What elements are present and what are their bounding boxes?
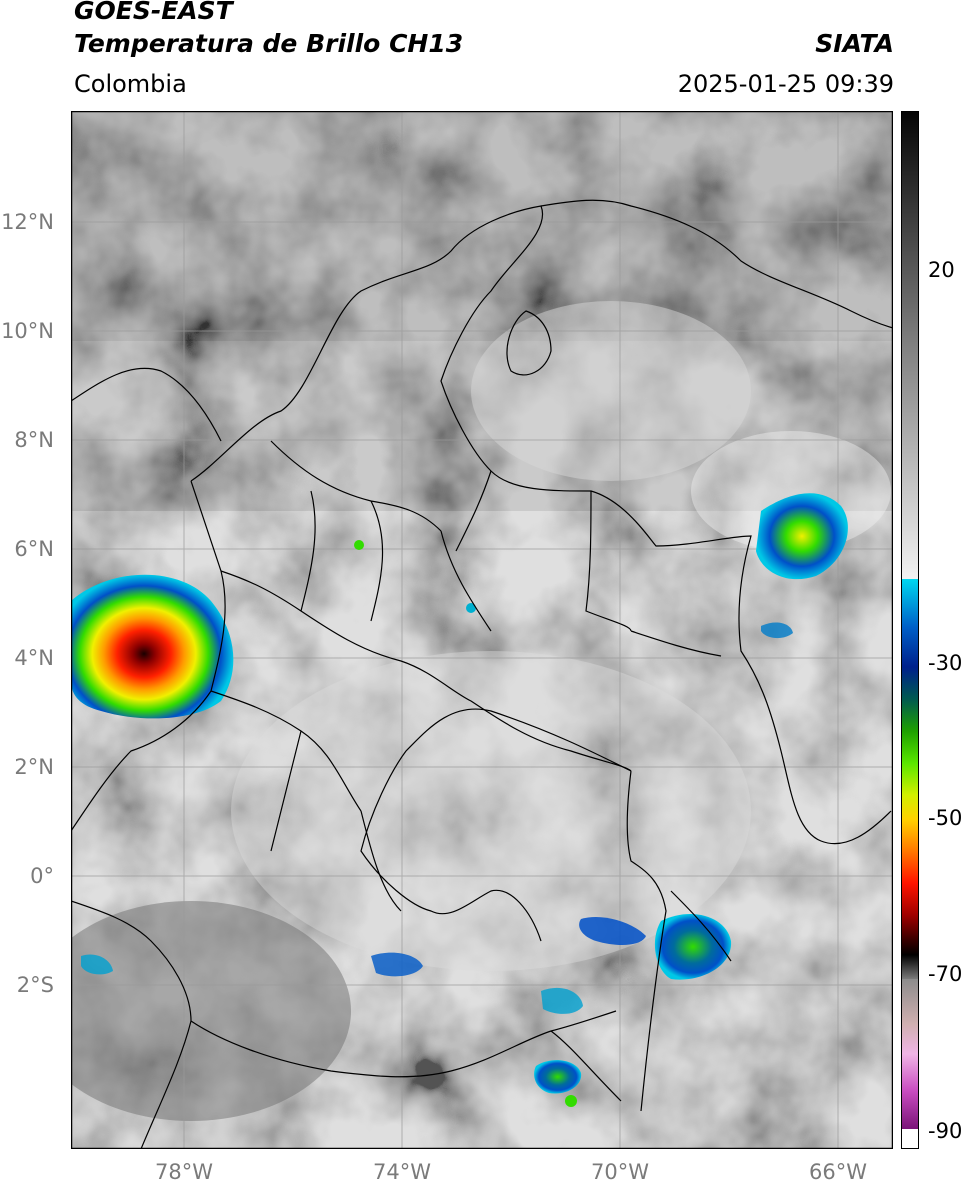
lon-label: 66°W (809, 1160, 867, 1184)
borders (71, 199, 893, 1149)
colorbar (901, 111, 919, 1149)
colorbar-tick-label: 20 (928, 258, 955, 282)
lat-label: 6°N (14, 537, 54, 561)
graticule (71, 111, 893, 1149)
timestamp-label: 2025-01-25 09:39 (677, 70, 894, 98)
map-frame (71, 111, 893, 1149)
lon-label: 74°W (373, 1160, 431, 1184)
colorbar-tick-label: -90 (928, 1119, 963, 1143)
lat-label: 8°N (14, 428, 54, 452)
satellite-map (71, 111, 893, 1149)
lat-label: 12°N (1, 210, 54, 234)
storm-cell-pacific (71, 574, 234, 719)
storm-cells (71, 493, 848, 1107)
storm-cell-south (534, 1060, 582, 1094)
storm-cell-south-east (654, 913, 732, 980)
lon-label: 78°W (155, 1160, 213, 1184)
organization-label: SIATA (815, 29, 894, 58)
colorbar-tick-label: -70 (928, 962, 963, 986)
storm-cell-east (756, 493, 848, 580)
lon-label: 70°W (591, 1160, 649, 1184)
title-product: Temperatura de Brillo CH13 (74, 29, 464, 58)
colorbar-tick-label: -50 (928, 806, 963, 830)
lat-label: 0° (30, 864, 54, 888)
lat-label: 2°N (14, 755, 54, 779)
lat-label: 10°N (1, 319, 54, 343)
title-satellite: GOES-EAST (74, 0, 233, 25)
colorbar-tick-label: -30 (928, 651, 963, 675)
lat-label: 2°S (16, 973, 54, 997)
region-label: Colombia (74, 70, 187, 98)
lat-label: 4°N (14, 646, 54, 670)
